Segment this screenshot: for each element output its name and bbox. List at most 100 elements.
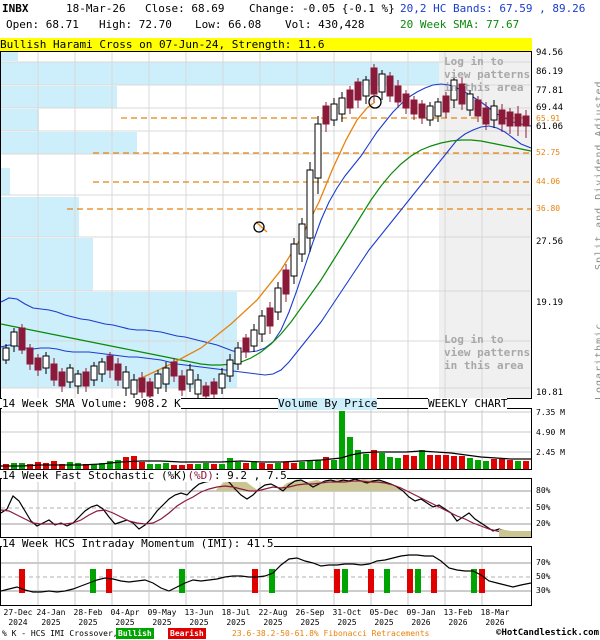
xtick-year-0: 2024	[8, 618, 28, 627]
xtick-year-1: 2025	[41, 618, 61, 627]
volume-chart-svg	[1, 409, 531, 469]
xtick-year-8: 2025	[300, 618, 320, 627]
xtick-year-2: 2025	[78, 618, 98, 627]
volume-panel-title: 14 Week SMA Volume: 908.2 K	[2, 397, 181, 410]
price-tick-77: 77.81	[536, 86, 564, 96]
xtick-year-5: 2025	[189, 618, 209, 627]
price-tick-61: 61.06	[536, 122, 564, 132]
stoch-values: : 9.2 , 7.5	[213, 469, 287, 482]
xtick-date-11: 09-Jan	[406, 608, 436, 617]
fib-tick-50: 44.06	[536, 177, 561, 186]
stoch-d-label: (%D)	[187, 469, 214, 482]
footer-legend: % K - HCS IMI Crossover, Bullish Bearish…	[0, 628, 600, 640]
axis-label-split-adjusted: Split and Dividend Adjusted	[594, 80, 600, 270]
xtick-date-8: 26-Sep	[295, 608, 325, 617]
hc-bands-legend: 20,2 HC Bands: 67.59 , 89.26	[400, 2, 586, 15]
imi-panel[interactable]	[0, 546, 532, 606]
xtick-date-1: 24-Jan	[36, 608, 66, 617]
ticker-symbol: INBX	[2, 2, 29, 15]
pattern-banner[interactable]: Bullish Harami Cross on 07-Jun-24, Stren…	[0, 38, 532, 51]
volume-by-price-bands	[1, 52, 531, 388]
imi-tick-50: 50%	[536, 572, 551, 581]
xtick-year-3: 2025	[115, 618, 135, 627]
price-chart-panel[interactable]: Log in to view patterns in this area Log…	[0, 51, 532, 399]
volume-panel[interactable]	[0, 408, 532, 470]
stoch-tick-20: 20%	[536, 519, 551, 528]
xtick-year-11: 2026	[411, 618, 431, 627]
bullish-chip: Bullish	[116, 628, 154, 639]
imi-tick-30: 30%	[536, 586, 551, 595]
xtick-year-12: 2026	[448, 618, 468, 627]
login-overlay-top[interactable]: Log in to view patterns in this area	[444, 55, 531, 94]
xtick-date-12: 13-Feb	[443, 608, 473, 617]
stoch-tick-50: 50%	[536, 503, 551, 512]
quote-header-right: 20,2 HC Bands: 67.59 , 89.26 20 Week SMA…	[400, 0, 600, 34]
vol-tick-735: 7.35 M	[536, 408, 565, 417]
price-tick-27: 27.56	[536, 237, 564, 247]
xtick-date-9: 31-Oct	[332, 608, 362, 617]
fibonacci-legend: 23.6-38.2-50-61.8% Fibonacci Retracement…	[232, 629, 430, 638]
axis-label-logarithmic: Logarithmic	[594, 322, 600, 400]
price-tick-10: 10.81	[536, 388, 564, 398]
quote-change: Change: -0.05 {-0.1 %}	[249, 2, 395, 15]
login-overlay-bottom[interactable]: Log in to view patterns in this area	[444, 333, 531, 372]
xtick-year-4: 2025	[152, 618, 172, 627]
stoch-k-label: 14 Week Fast Stochastic (%K)	[2, 469, 188, 482]
short-orange-segment	[255, 221, 268, 233]
price-tick-19: 19.19	[536, 298, 564, 308]
xtick-date-5: 13-Jun	[184, 608, 214, 617]
quote-low: Low: 66.08	[195, 18, 262, 31]
fib-tick-236: 65.91	[536, 114, 561, 123]
imi-line	[1, 554, 531, 593]
imi-chart-svg	[1, 547, 531, 605]
xtick-date-10: 05-Dec	[369, 608, 399, 617]
stochastic-panel[interactable]	[0, 478, 532, 538]
volume-bars	[3, 411, 529, 469]
quote-date: 18-Mar-26	[66, 2, 126, 15]
xtick-date-7: 22-Aug	[258, 608, 288, 617]
price-tick-86: 86.19	[536, 67, 564, 77]
x-axis: 27-Dec 2024 24-Jan 2025 28-Feb 2025 04-A…	[0, 608, 532, 628]
stochastic-oversold-fill	[499, 529, 531, 537]
stochastic-grid	[1, 490, 531, 525]
candlestick-series	[2, 64, 530, 398]
xtick-date-2: 28-Feb	[73, 608, 103, 617]
quote-high: High: 72.70	[99, 18, 172, 31]
xtick-date-4: 09-May	[147, 608, 177, 617]
xtick-year-10: 2025	[374, 618, 394, 627]
left-marker-circle	[253, 221, 265, 233]
imi-panel-title: 14 Week HCS Intraday Momentum (IMI): 41.…	[2, 537, 274, 550]
hc-band-lower	[1, 125, 531, 376]
price-chart-svg	[1, 52, 531, 398]
volume-sma-line	[1, 450, 531, 467]
price-tick-94: 94.56	[536, 48, 564, 58]
xtick-year-9: 2025	[337, 618, 357, 627]
bearish-chip: Bearish	[168, 628, 206, 639]
xtick-year-7: 2025	[263, 618, 283, 627]
stochastic-d-line	[1, 480, 531, 535]
sma-legend: 20 Week SMA: 77.67	[400, 18, 520, 31]
quote-open: Open: 68.71	[6, 18, 79, 31]
stochastic-chart-svg	[1, 479, 531, 537]
quote-volume: Vol: 430,428	[285, 18, 365, 31]
imi-crossover-markers	[19, 569, 485, 593]
quote-header-left: INBX 18-Mar-26 Close: 68.69 Change: -0.0…	[0, 0, 395, 34]
xtick-date-6: 18-Jul	[221, 608, 251, 617]
volume-by-price-label: Volume By Price	[278, 397, 378, 410]
vol-tick-490: 4.90 M	[536, 428, 565, 437]
fib-tick-382: 52.75	[536, 148, 561, 157]
imi-grid-vert	[37, 547, 483, 605]
brand-watermark[interactable]: ©HotCandlestick.com	[496, 628, 599, 638]
sma-20-week-line	[1, 139, 531, 366]
imi-crossover-legend: % K - HCS IMI Crossover,	[2, 629, 118, 638]
xtick-year-6: 2025	[226, 618, 246, 627]
quote-header: INBX 18-Mar-26 Close: 68.69 Change: -0.0…	[0, 0, 600, 34]
peak-marker-circle	[368, 95, 382, 109]
fib-tick-618: 36.80	[536, 204, 561, 213]
hc-band-upper	[1, 83, 531, 353]
xtick-date-13: 18-Mar	[480, 608, 510, 617]
xtick-date-0: 27-Dec	[3, 608, 33, 617]
quote-close: Close: 68.69	[145, 2, 225, 15]
stochastic-panel-title: 14 Week Fast Stochastic (%K)(%D): 9.2 , …	[2, 470, 287, 482]
